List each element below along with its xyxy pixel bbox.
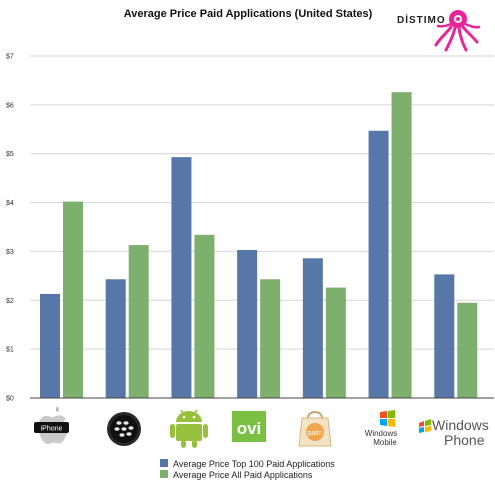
bar-all-iphone bbox=[63, 201, 83, 398]
chart-title: Average Price Paid Applications (United … bbox=[124, 8, 373, 20]
windows-phone-line1: Windows bbox=[432, 417, 489, 433]
bar-top100-android bbox=[171, 157, 192, 398]
bar-top100-iphone bbox=[40, 293, 60, 398]
iphone-label: iPhone bbox=[41, 426, 63, 433]
bar-top100-blackberry bbox=[105, 279, 126, 398]
distimo-logo: DİSTIMO bbox=[397, 10, 481, 52]
legend-swatch-top100 bbox=[160, 459, 168, 467]
bars bbox=[40, 92, 478, 398]
y-tick-label: $5 bbox=[6, 151, 14, 158]
blackberry-icon bbox=[107, 412, 141, 446]
octopus-icon bbox=[434, 10, 481, 52]
legend-label-all: Average Price All Paid Applications bbox=[173, 470, 313, 480]
bar-all-windows-mobile bbox=[391, 92, 412, 398]
ovi-icon: ovi bbox=[232, 411, 266, 442]
y-tick-label: $6 bbox=[6, 102, 14, 109]
windows-flag-icon bbox=[380, 410, 395, 427]
legend-label-top100: Average Price Top 100 Paid Applications bbox=[173, 459, 335, 469]
bar-all-windows-phone bbox=[457, 302, 478, 398]
category-icons: iPhone bbox=[34, 406, 489, 448]
bar-top100-palm bbox=[302, 258, 323, 398]
y-tick-label: $3 bbox=[6, 249, 14, 256]
bar-all-blackberry bbox=[128, 245, 149, 398]
windows-phone-line2: Phone bbox=[444, 432, 485, 448]
palm-bag-icon: palm bbox=[298, 411, 332, 447]
legend: Average Price Top 100 Paid Applications … bbox=[160, 459, 335, 480]
windows-mobile-line1: Windows bbox=[365, 429, 397, 438]
y-tick-label: $2 bbox=[6, 298, 14, 305]
bar-all-palm bbox=[325, 287, 346, 398]
bar-top100-ovi bbox=[237, 249, 258, 398]
apple-iphone-icon: iPhone bbox=[34, 406, 69, 445]
windows-mobile-icon: Windows Mobile bbox=[365, 410, 397, 447]
brand-name: DİSTIMO bbox=[397, 13, 446, 26]
windows-flag-icon bbox=[419, 419, 431, 433]
windows-mobile-line2: Mobile bbox=[373, 438, 397, 447]
bar-top100-windows-mobile bbox=[368, 130, 389, 398]
android-icon bbox=[170, 409, 208, 448]
y-tick-label: $1 bbox=[6, 347, 14, 354]
windows-phone-icon: Windows Phone bbox=[419, 417, 489, 448]
y-tick-label: $4 bbox=[6, 200, 14, 207]
y-tick-label: $0 bbox=[6, 396, 14, 403]
y-tick-label: $7 bbox=[6, 54, 14, 61]
legend-swatch-all bbox=[160, 470, 168, 478]
y-axis: $0 $1 $2 $3 $4 $5 $6 $7 bbox=[6, 54, 14, 403]
bar-top100-windows-phone bbox=[434, 274, 455, 398]
palm-label: palm bbox=[307, 430, 322, 437]
bar-all-android bbox=[194, 234, 215, 398]
ovi-label: ovi bbox=[237, 419, 262, 438]
bar-all-ovi bbox=[260, 279, 281, 398]
